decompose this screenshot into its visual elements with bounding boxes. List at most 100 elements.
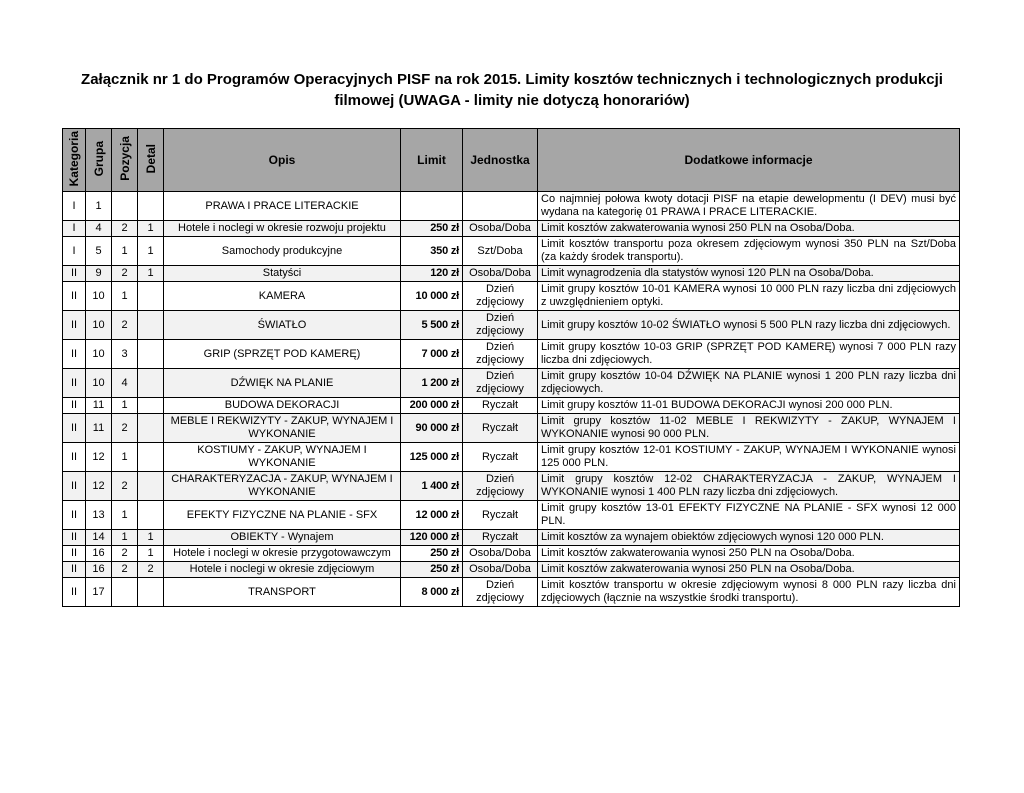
cell-info: Limit grupy kosztów 12-01 KOSTIUMY - ZAK… [537, 442, 960, 472]
cell-grupa: 10 [85, 368, 112, 398]
cell-jednostka [462, 191, 538, 221]
cell-pozycja: 2 [111, 413, 138, 443]
cell-jednostka: Ryczałt [462, 442, 538, 472]
cell-opis: TRANSPORT [163, 577, 401, 607]
cell-pozycja: 1 [111, 529, 138, 546]
cell-opis: PRAWA I PRACE LITERACKIE [163, 191, 401, 221]
cell-limit: 5 500 zł [400, 310, 463, 340]
cell-pozycja: 3 [111, 339, 138, 369]
cell-pozycja [111, 191, 138, 221]
col-header-grupa-label: Grupa [91, 140, 106, 177]
cell-limit: 10 000 zł [400, 281, 463, 311]
cell-opis: GRIP (SPRZĘT POD KAMERĘ) [163, 339, 401, 369]
col-header-kategoria-label: Kategoria [67, 130, 81, 187]
cell-grupa: 12 [85, 442, 112, 472]
cell-limit: 8 000 zł [400, 577, 463, 607]
cell-limit: 120 000 zł [400, 529, 463, 546]
cell-info: Limit grupy kosztów 13-01 EFEKTY FIZYCZN… [537, 500, 960, 530]
cell-jednostka: Ryczałt [462, 529, 538, 546]
cell-opis: EFEKTY FIZYCZNE NA PLANIE - SFX [163, 500, 401, 530]
cell-pozycja: 2 [111, 545, 138, 562]
cell-detal [137, 281, 164, 311]
col-header-opis: Opis [163, 128, 401, 192]
cell-opis: Statyści [163, 265, 401, 282]
cell-opis: MEBLE I REKWIZYTY - ZAKUP, WYNAJEM I WYK… [163, 413, 401, 443]
col-header-pozycja-label: Pozycja [117, 136, 132, 181]
cell-grupa: 11 [85, 413, 112, 443]
cell-grupa: 16 [85, 561, 112, 578]
cell-info: Limit wynagrodzenia dla statystów wynosi… [537, 265, 960, 282]
document-page: Załącznik nr 1 do Programów Operacyjnych… [0, 69, 1024, 793]
cell-pozycja: 2 [111, 220, 138, 237]
cell-opis: CHARAKTERYZACJA - ZAKUP, WYNAJEM I WYKON… [163, 471, 401, 501]
cell-info: Limit grupy kosztów 12-02 CHARAKTERYZACJ… [537, 471, 960, 501]
cell-kategoria: II [62, 529, 86, 546]
cell-info: Limit kosztów za wynajem obiektów zdjęci… [537, 529, 960, 546]
cell-detal [137, 413, 164, 443]
cell-opis: Samochody produkcyjne [163, 236, 401, 266]
col-header-detal-label: Detal [143, 143, 158, 174]
cell-info: Limit grupy kosztów 11-02 MEBLE I REKWIZ… [537, 413, 960, 443]
cell-jednostka: Osoba/Doba [462, 561, 538, 578]
cell-info: Limit grupy kosztów 11-01 BUDOWA DEKORAC… [537, 397, 960, 414]
cell-grupa: 4 [85, 220, 112, 237]
cell-kategoria: II [62, 368, 86, 398]
cell-limit: 350 zł [400, 236, 463, 266]
cell-limit: 12 000 zł [400, 500, 463, 530]
cell-detal: 1 [137, 236, 164, 266]
cell-grupa: 10 [85, 339, 112, 369]
cell-info: Limit kosztów zakwaterowania wynosi 250 … [537, 561, 960, 578]
table-row: I 4 2 1 Hotele i noclegi w okresie rozwoju p… [62, 220, 960, 237]
cell-grupa: 10 [85, 310, 112, 340]
cell-limit: 200 000 zł [400, 397, 463, 414]
cell-info: Limit grupy kosztów 10-04 DŹWIĘK NA PLAN… [537, 368, 960, 398]
cell-jednostka: Ryczałt [462, 500, 538, 530]
table-row: II 17 TRANSPORT 8 000 zł Dzień zdjęciowy Limi… [62, 577, 960, 607]
cell-kategoria: I [62, 191, 86, 221]
cell-kategoria: I [62, 236, 86, 266]
cell-pozycja: 2 [111, 471, 138, 501]
table-row: II 11 1 BUDOWA DEKORACJI 200 000 zł Ryczałt Li… [62, 397, 960, 414]
cell-pozycja: 1 [111, 500, 138, 530]
cell-kategoria: II [62, 500, 86, 530]
table-row: II 10 1 KAMERA 10 000 zł Dzień zdjęciowy Limit… [62, 281, 960, 311]
cell-limit: 1 200 zł [400, 368, 463, 398]
cell-kategoria: II [62, 577, 86, 607]
cell-detal [137, 310, 164, 340]
cell-kategoria: II [62, 545, 86, 562]
cell-pozycja: 4 [111, 368, 138, 398]
cell-jednostka: Dzień zdjęciowy [462, 471, 538, 501]
cell-opis: ŚWIATŁO [163, 310, 401, 340]
cost-limits-table: Kategoria Grupa Pozycja Detal Opis Limit… [62, 128, 960, 607]
cell-limit: 120 zł [400, 265, 463, 282]
cell-grupa: 14 [85, 529, 112, 546]
cell-detal: 1 [137, 545, 164, 562]
table-row: II 10 4 DŹWIĘK NA PLANIE 1 200 zł Dzień zdjęc… [62, 368, 960, 398]
cell-pozycja: 2 [111, 265, 138, 282]
cell-jednostka: Dzień zdjęciowy [462, 310, 538, 340]
cell-pozycja: 1 [111, 397, 138, 414]
table-row: II 12 2 CHARAKTERYZACJA - ZAKUP, WYNAJEM I … [62, 471, 960, 501]
cell-kategoria: II [62, 281, 86, 311]
col-header-jednostka: Jednostka [462, 128, 538, 192]
cell-detal [137, 368, 164, 398]
table-row: I 1 PRAWA I PRACE LITERACKIE Co najmniej po… [62, 191, 960, 221]
cell-limit: 125 000 zł [400, 442, 463, 472]
cell-info: Limit kosztów transportu poza okresem zd… [537, 236, 960, 266]
cell-kategoria: II [62, 471, 86, 501]
cell-detal [137, 500, 164, 530]
cell-grupa: 1 [85, 191, 112, 221]
cell-kategoria: I [62, 220, 86, 237]
cell-jednostka: Dzień zdjęciowy [462, 577, 538, 607]
cell-detal: 1 [137, 220, 164, 237]
cell-opis: OBIEKTY - Wynajem [163, 529, 401, 546]
cell-info: Limit grupy kosztów 10-03 GRIP (SPRZĘT P… [537, 339, 960, 369]
cell-limit: 250 zł [400, 220, 463, 237]
cell-limit: 1 400 zł [400, 471, 463, 501]
table-row: II 16 2 2 Hotele i noclegi w okresie zdjęcio… [62, 561, 960, 578]
cell-jednostka: Dzień zdjęciowy [462, 368, 538, 398]
cell-detal: 2 [137, 561, 164, 578]
cell-jednostka: Ryczałt [462, 413, 538, 443]
cell-grupa: 5 [85, 236, 112, 266]
col-header-limit: Limit [400, 128, 463, 192]
